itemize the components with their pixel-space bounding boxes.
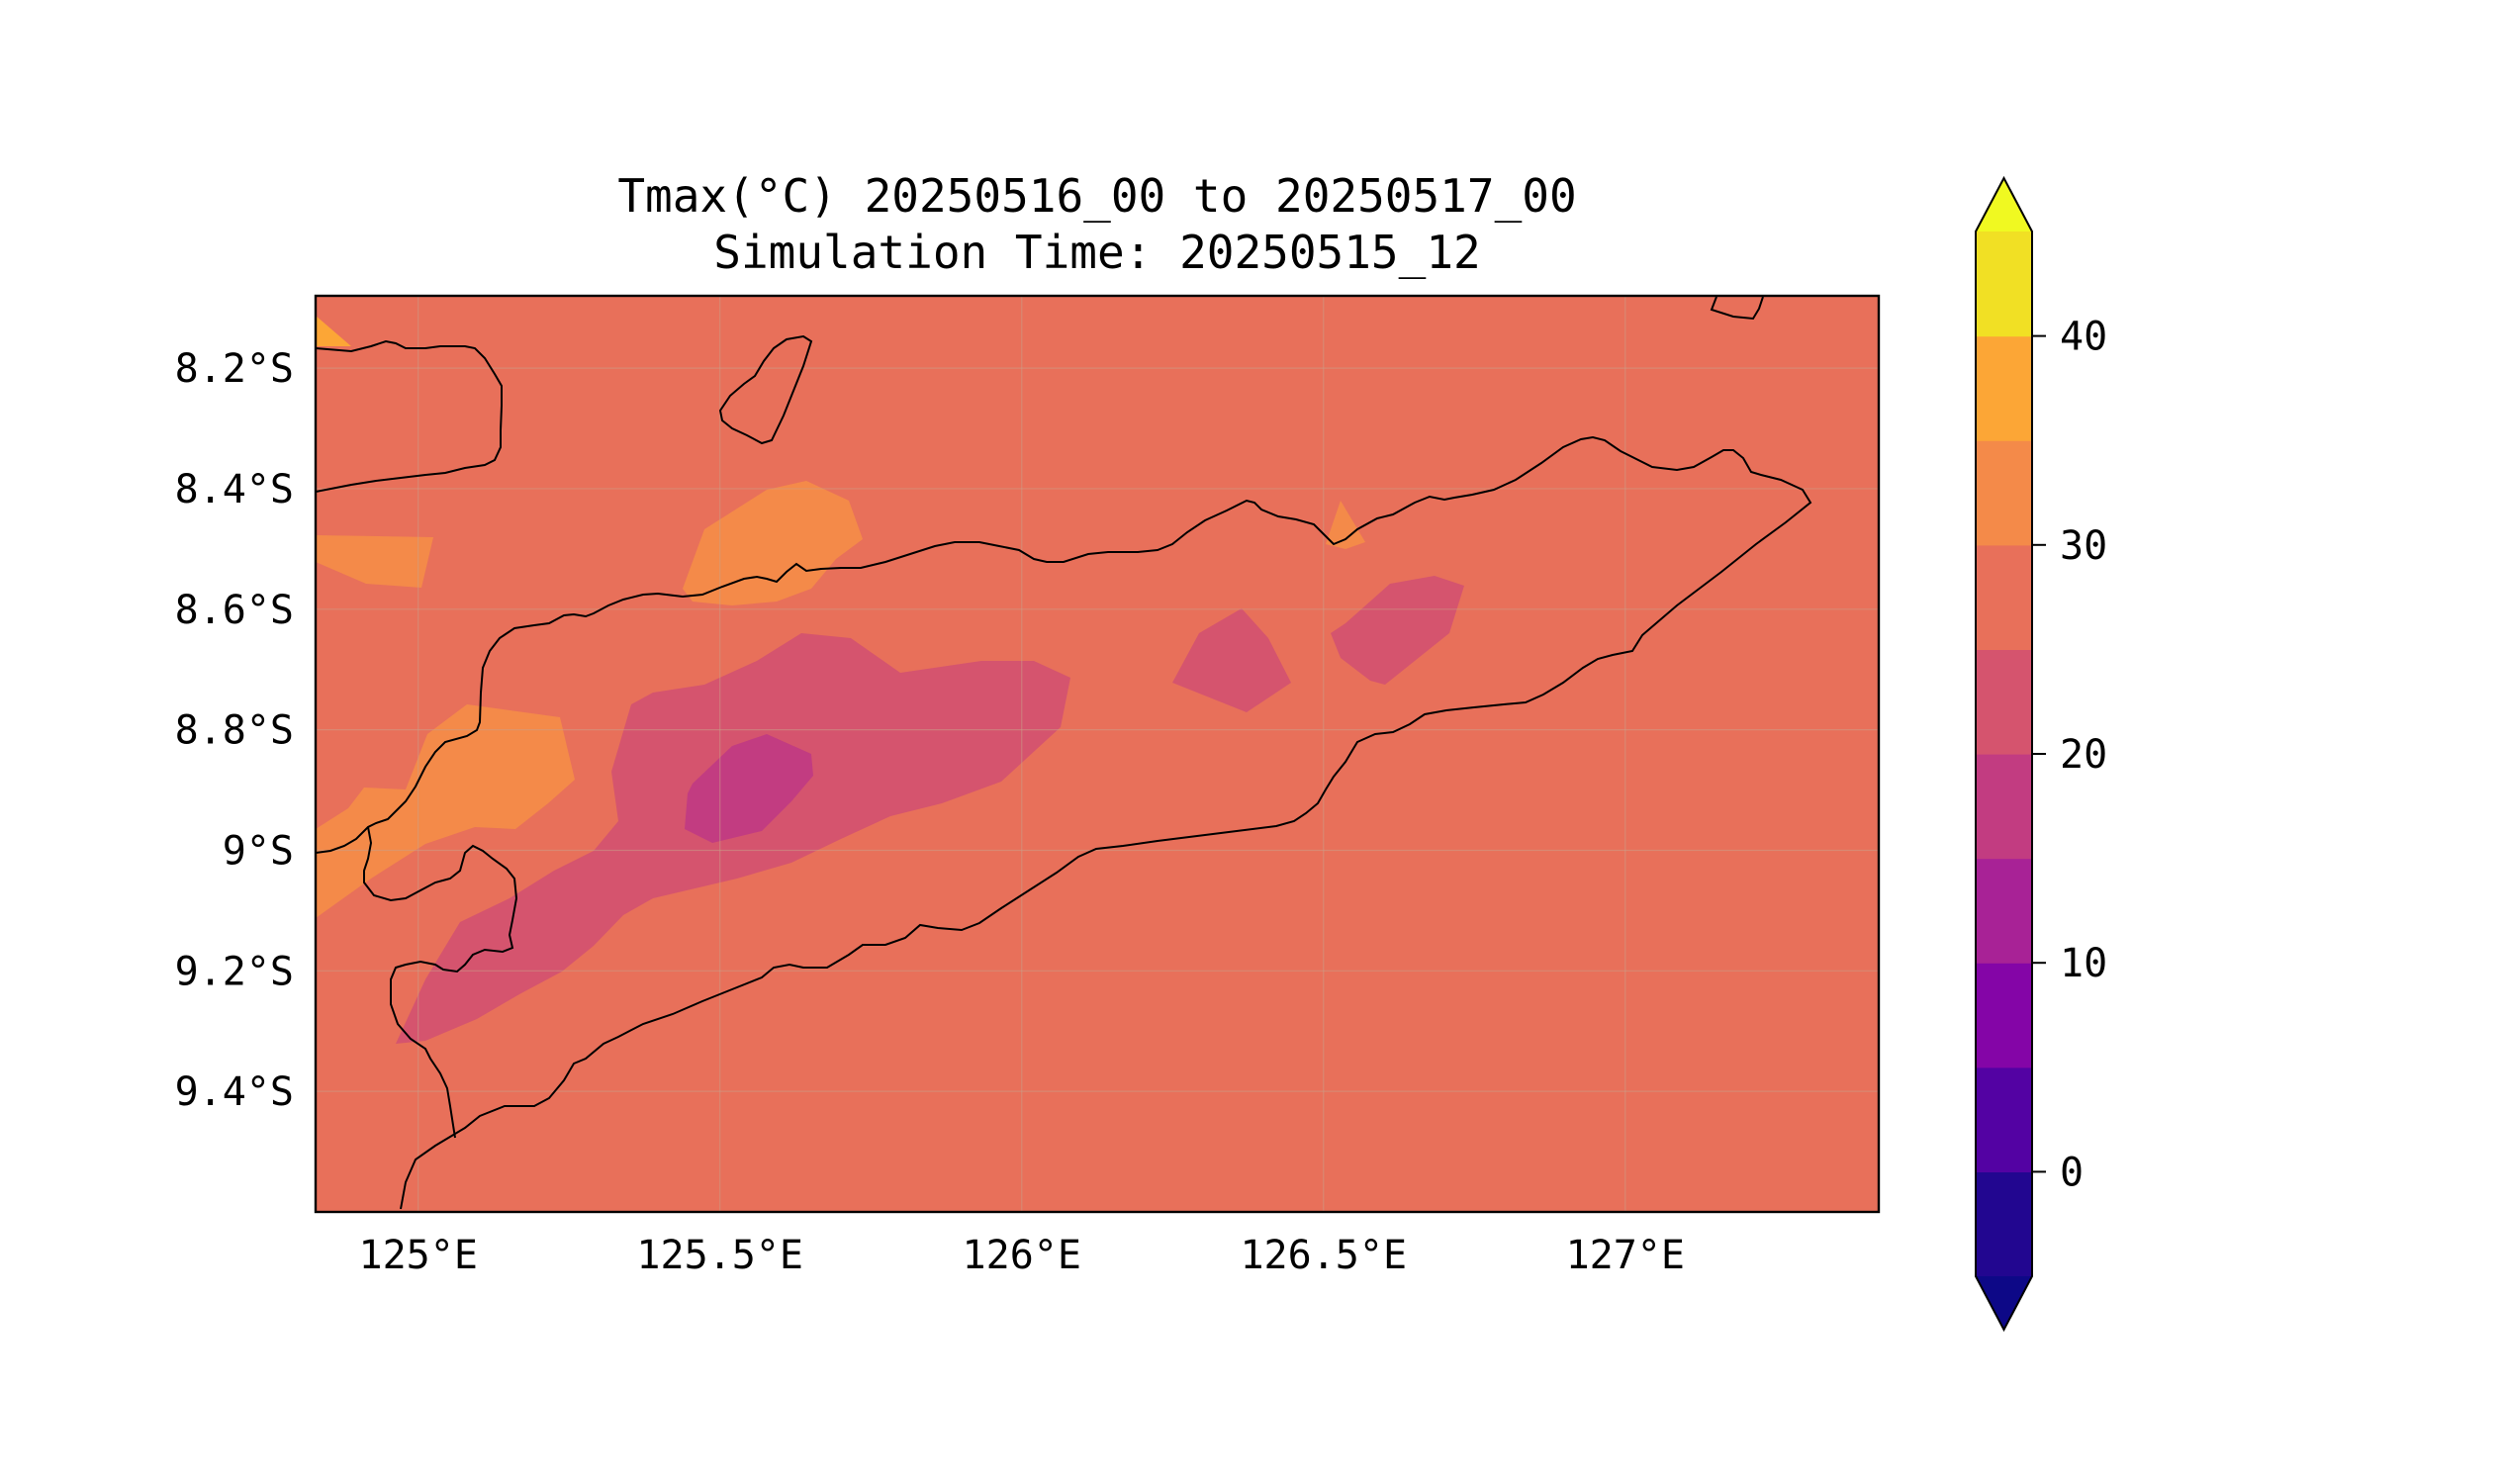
coastline-timor-south-west	[363, 826, 518, 1139]
colorbar-segment	[1976, 335, 2032, 441]
colorbar-under-arrow	[1976, 1276, 2032, 1330]
title-line-1: Tmax(°C) 20250516_00 to 20250517_00	[617, 169, 1576, 223]
contour-30-35-northeast	[1326, 501, 1365, 549]
lon-tick-label: 125.5°E	[636, 1233, 803, 1278]
colorbar-segment	[1976, 1171, 2032, 1277]
coastline-ne-islet	[1710, 296, 1764, 321]
coastline-small-island	[718, 334, 813, 445]
contour-30-35-west	[316, 704, 575, 918]
lon-tick-label: 125°E	[358, 1233, 477, 1278]
colorbar-segment	[1976, 649, 2032, 755]
colorbar-over-arrow	[1976, 178, 2032, 232]
temperature-contours	[316, 316, 1464, 1044]
contour-30-35-northwest	[316, 535, 433, 588]
gridlines	[316, 296, 1879, 1212]
lat-tick-label: 8.8°S	[175, 708, 294, 754]
colorbar-segment	[1976, 1067, 2032, 1172]
colorbar: 0 10 20 30 40	[1975, 175, 2107, 1333]
colorbar-segment	[1976, 440, 2032, 546]
colorbar-tick-label: 40	[2060, 315, 2107, 360]
contour-30-35-central-north	[683, 481, 863, 605]
lat-tick-label: 9.2°S	[175, 949, 294, 994]
contour-20-25-main	[396, 633, 1070, 1044]
coastlines	[316, 296, 1812, 1210]
title-line-2: Simulation Time: 20250515_12	[713, 226, 1480, 279]
colorbar-tick-label: 30	[2060, 523, 2107, 569]
lat-tick-label: 8.2°S	[175, 346, 294, 392]
coastline-timor-island	[316, 435, 1812, 1210]
contour-30-35-corner	[316, 316, 351, 346]
coastline-flores-east	[316, 339, 503, 493]
colorbar-segment	[1976, 858, 2032, 964]
lon-tick-label: 126.5°E	[1240, 1233, 1407, 1278]
lat-tick-label: 8.4°S	[175, 467, 294, 512]
lat-tick-label: 8.6°S	[175, 588, 294, 633]
lon-tick-label: 127°E	[1566, 1233, 1685, 1278]
longitude-axis: 125°E 125.5°E 126°E 126.5°E 127°E	[358, 1233, 1684, 1278]
contour-15-20-center	[685, 734, 813, 843]
map-panel: 125°E 125.5°E 126°E 126.5°E 127°E 8.2°S 8.4°S…	[175, 294, 1881, 1278]
lat-tick-label: 9°S	[223, 828, 294, 874]
latitude-axis: 8.2°S 8.4°S 8.6°S 8.8°S 9°S 9.2°S 9.4°S	[175, 346, 294, 1115]
lon-tick-label: 126°E	[963, 1233, 1081, 1278]
colorbar-tick-label: 20	[2060, 732, 2107, 778]
contour-20-25-east-a	[1172, 608, 1291, 712]
colorbar-outline	[1975, 175, 2033, 1333]
colorbar-segment	[1976, 963, 2032, 1068]
map-frame	[314, 294, 1881, 1214]
colorbar-segment	[1976, 754, 2032, 860]
colorbar-tick-label: 10	[2060, 941, 2107, 986]
colorbar-segment	[1976, 544, 2032, 650]
lat-tick-label: 9.4°S	[175, 1069, 294, 1115]
colorbar-tick-label: 0	[2060, 1150, 2084, 1195]
contour-20-25-east-b	[1331, 576, 1464, 685]
colorbar-segment	[1976, 232, 2032, 337]
